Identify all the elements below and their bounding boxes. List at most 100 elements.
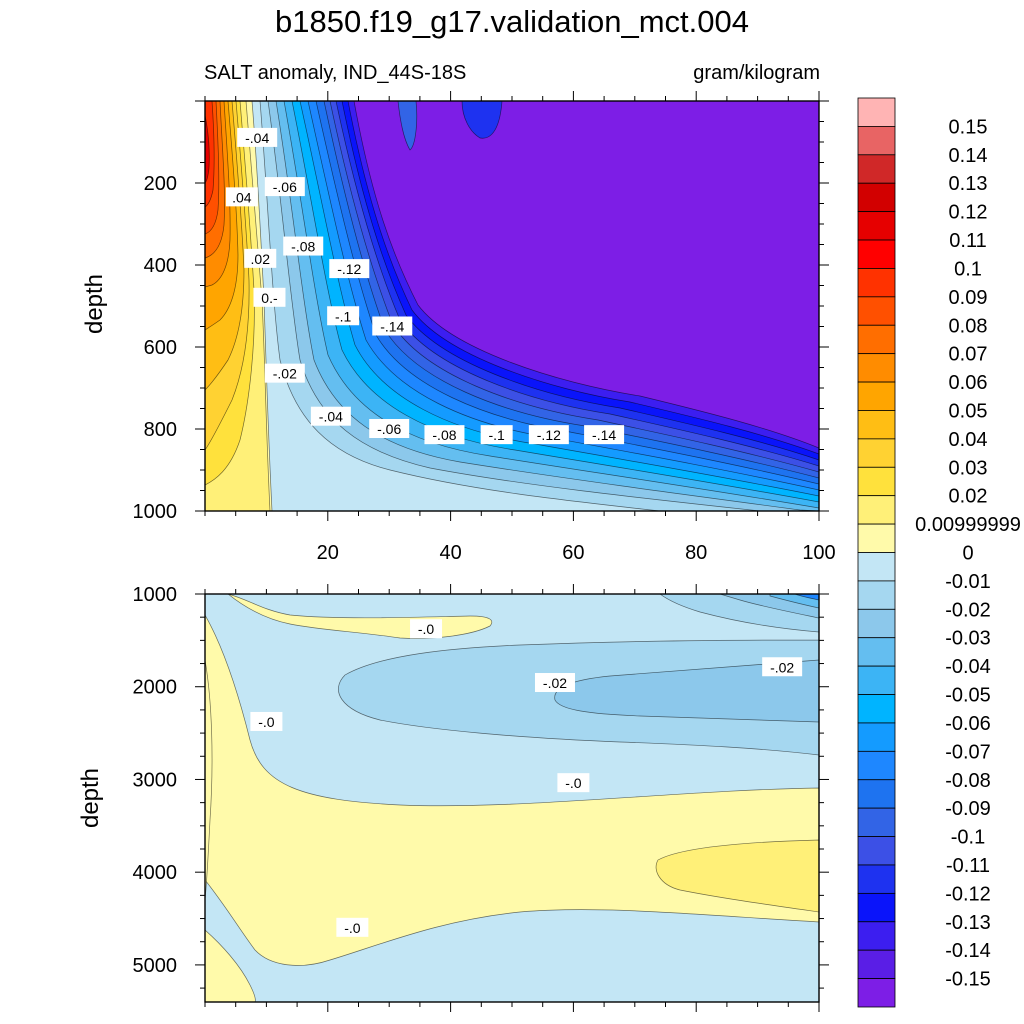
colorbar-swatch (857, 949, 896, 979)
colorbar-label: -0.1 (951, 827, 985, 849)
y-tick-label: 600 (144, 337, 177, 359)
contour-label-bg (410, 619, 443, 639)
contour-label-text: -.12 (337, 261, 361, 277)
colorbar-swatch (857, 722, 896, 752)
contour-label-bg (237, 127, 278, 147)
contour-label: -.04 (237, 127, 278, 147)
contour-label: -.14 (584, 425, 625, 445)
colorbar-swatch (857, 892, 896, 923)
y-tick-label: 1000 (133, 501, 178, 523)
colorbar-label: 0.08 (949, 315, 988, 337)
contour-label-bg (264, 177, 305, 197)
contour-label: -.08 (424, 425, 465, 445)
colorbar-label: 0.02 (949, 486, 988, 508)
colorbar-swatch (857, 779, 896, 809)
colorbar-label: 0.00999999 (915, 514, 1021, 536)
contour-label-text: -.06 (377, 421, 401, 437)
colorbar-label: -0.05 (945, 685, 991, 707)
colorbar-swatch (857, 324, 896, 355)
colorbar-swatch (857, 750, 896, 781)
colorbar: 0.15 0.14 0.13 0.12 0.11 0.1 0.09 0.08 0.07 0.06 0… (857, 97, 1021, 1008)
colorbar-swatch (857, 296, 896, 326)
contour-label-bg (424, 425, 465, 445)
contour-label: -.1 (327, 306, 360, 326)
contour-label-bg (372, 316, 413, 336)
colorbar-label: 0.07 (949, 344, 988, 366)
contour-label: .04 (225, 187, 258, 207)
contour-label-bg (336, 917, 369, 937)
y-tick-label: 1000 (133, 584, 178, 606)
colorbar-label: 0 (962, 543, 973, 565)
contour-label-text: -.04 (245, 130, 269, 146)
colorbar-label: -0.13 (945, 912, 991, 934)
contour-label-text: -.02 (273, 366, 297, 382)
contour-label: -.0 (410, 619, 443, 639)
contour-band (205, 929, 256, 1002)
contour-label-text: -.12 (537, 427, 561, 443)
contour-label-text: .02 (251, 251, 271, 267)
contour-label: -.04 (310, 406, 351, 426)
y-tick-label: 400 (144, 255, 177, 277)
contour-band (205, 659, 213, 901)
contour-label-text: -.1 (488, 427, 505, 443)
lower-contour-fills (205, 594, 819, 1002)
contour-label-text: -.14 (380, 319, 404, 335)
contour-label: -.08 (283, 236, 324, 256)
contour-label-bg (253, 287, 286, 307)
colorbar-swatch (857, 126, 896, 156)
colorbar-swatch (857, 410, 896, 440)
colorbar-label: 0.03 (949, 457, 988, 479)
contour-label-bg (310, 406, 351, 426)
contour-label: -.0 (250, 711, 283, 731)
contour-label: -.12 (528, 425, 569, 445)
colorbar-swatch (857, 552, 896, 582)
contour-label-bg (283, 236, 324, 256)
colorbar-label: 0.11 (949, 230, 986, 252)
colorbar-swatch (857, 466, 896, 497)
colorbar-label: 0.05 (949, 400, 988, 422)
contour-label-text: .04 (232, 189, 252, 205)
colorbar-label: -0.14 (945, 940, 991, 962)
colorbar-label: 0.13 (949, 173, 988, 195)
contour-label-bg (225, 187, 258, 207)
contour-label-bg (327, 306, 360, 326)
contour-label-text: 0.- (261, 290, 278, 306)
contour-label-text: -.0 (565, 775, 582, 791)
contour-label-bg (369, 419, 410, 438)
contour-band (655, 839, 819, 913)
colorbar-label: 0.09 (949, 287, 988, 309)
contour-label-bg (762, 657, 803, 677)
colorbar-label: 0.06 (949, 372, 988, 394)
colorbar-swatch (857, 836, 896, 866)
contour-labels-group: -.04 .04 -.06 -.08 .02 -.12 0.- -.1 -.14 -.02 -.04… (225, 127, 803, 937)
contour-label-bg (534, 673, 575, 693)
y-tick-label: 200 (144, 173, 177, 195)
contour-label-text: -.02 (543, 675, 567, 691)
colorbar-label: -0.07 (945, 741, 991, 763)
contour-label-bg (329, 259, 370, 279)
contour-label: -.0 (557, 773, 590, 793)
x-tick-label: 80 (685, 542, 707, 564)
contour-label-bg (250, 711, 283, 731)
colorbar-swatch (857, 665, 896, 695)
colorbar-swatch (857, 438, 896, 468)
colorbar-label: -0.09 (945, 798, 991, 820)
contour-label: -.14 (372, 316, 413, 336)
contour-band (794, 594, 819, 601)
colorbar-swatch (857, 182, 896, 213)
contour-label-text: -.1 (335, 308, 352, 324)
contour-label: -.02 (264, 363, 305, 383)
colorbar-label: 0.14 (949, 145, 988, 167)
y-tick-label: 4000 (133, 862, 178, 884)
colorbar-swatch (857, 580, 896, 610)
contour-band (353, 101, 819, 449)
y-tick-label: 3000 (133, 769, 178, 791)
colorbar-swatch (857, 608, 896, 639)
contour-label-text: -.06 (273, 179, 297, 195)
figure-title: b1850.f19_g17.validation_mct.004 (275, 4, 749, 39)
contour-label-text: -.14 (592, 427, 616, 443)
colorbar-swatch (857, 495, 896, 525)
colorbar-swatch (857, 239, 896, 269)
colorbar-swatch (857, 978, 896, 1008)
